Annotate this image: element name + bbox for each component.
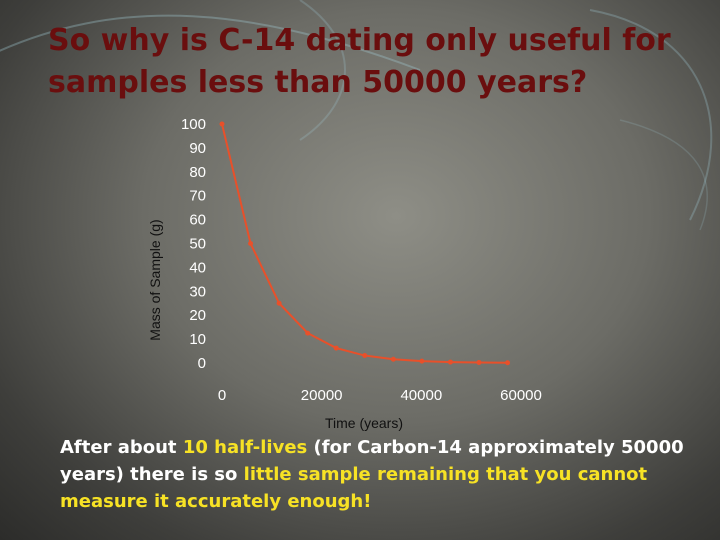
data-point <box>390 356 396 362</box>
y-tick-label: 90 <box>189 140 206 157</box>
y-tick-label: 0 <box>198 355 206 372</box>
data-point <box>219 121 225 127</box>
slide-body-text: After about 10 half-lives (for Carbon-14… <box>60 434 700 515</box>
y-tick-label: 60 <box>189 212 206 229</box>
y-tick-label: 30 <box>189 283 206 300</box>
data-point <box>476 360 482 366</box>
x-tick-label: 40000 <box>400 387 442 404</box>
x-tick-label: 20000 <box>301 387 343 404</box>
y-tick-label: 70 <box>189 188 206 205</box>
x-axis-label: Time (years) <box>325 415 403 431</box>
slide-title: So why is C-14 dating only useful for sa… <box>48 23 671 100</box>
data-point <box>305 330 311 336</box>
y-tick-label: 50 <box>189 236 206 253</box>
body-part-2: (for Carbon-14 approximately 50000 years… <box>60 437 684 485</box>
series-line <box>221 123 508 364</box>
data-point <box>362 353 368 359</box>
body-highlight-1: 10 half-lives <box>182 437 308 458</box>
y-tick-label: 80 <box>189 164 206 181</box>
x-tick-label: 0 <box>218 387 226 404</box>
x-tick-label: 60000 <box>500 387 542 404</box>
data-point <box>419 358 425 364</box>
data-point <box>248 241 254 246</box>
y-tick-label: 40 <box>189 259 206 276</box>
data-point <box>447 359 453 365</box>
y-axis-label-group: Mass of Sample (g) <box>147 219 163 340</box>
y-tick-label: 10 <box>189 331 206 348</box>
data-point <box>276 300 282 306</box>
y-axis-label: Mass of Sample (g) <box>147 219 163 340</box>
body-part-1: After about <box>60 437 183 458</box>
data-point <box>333 345 339 351</box>
y-tick-label: 100 <box>181 116 206 133</box>
body-highlight-2: little sample remaining that you cannot … <box>60 464 648 512</box>
y-tick-label: 20 <box>189 307 206 324</box>
data-point <box>505 360 511 366</box>
